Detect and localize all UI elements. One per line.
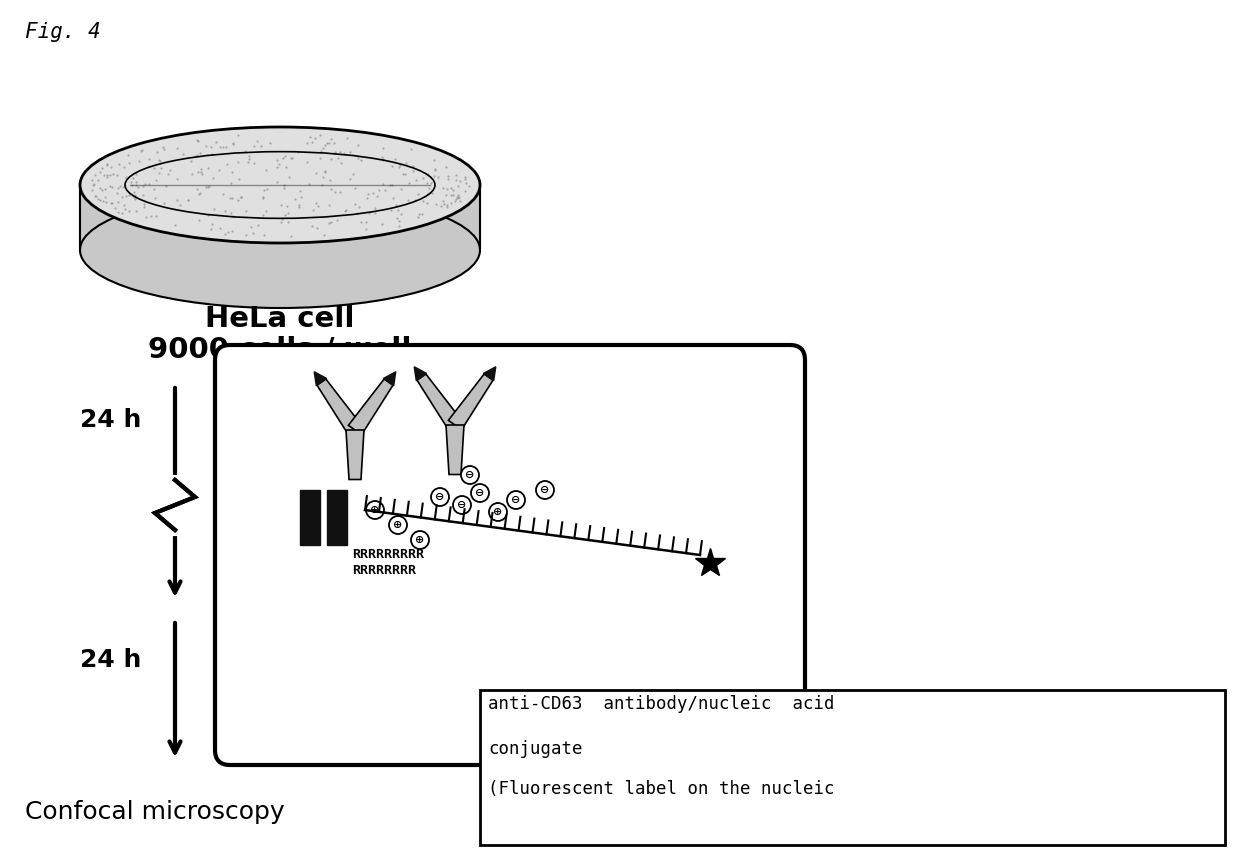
- Polygon shape: [414, 367, 427, 381]
- Text: ⊖: ⊖: [435, 492, 445, 502]
- Polygon shape: [346, 430, 365, 480]
- Text: RRRRRRRR: RRRRRRRR: [352, 564, 415, 577]
- Text: anti-CD63  antibody/nucleic  acid: anti-CD63 antibody/nucleic acid: [489, 695, 835, 713]
- Text: 24 h: 24 h: [81, 408, 141, 432]
- Text: antibodies (mAbs): antibodies (mAbs): [418, 637, 603, 656]
- Text: ⊕: ⊕: [393, 520, 403, 530]
- Text: anti-CD63 IgG-9r monoclonal: anti-CD63 IgG-9r monoclonal: [363, 610, 657, 629]
- Text: ⊕: ⊕: [494, 507, 502, 517]
- Polygon shape: [449, 374, 494, 430]
- FancyBboxPatch shape: [480, 690, 1225, 845]
- FancyBboxPatch shape: [215, 345, 805, 765]
- Text: ⊖: ⊖: [465, 470, 475, 480]
- Polygon shape: [417, 374, 461, 430]
- Text: (Fluorescent label on the nucleic: (Fluorescent label on the nucleic: [489, 780, 835, 798]
- Text: ⊖: ⊖: [511, 495, 521, 505]
- Polygon shape: [484, 367, 496, 381]
- Polygon shape: [300, 490, 320, 545]
- Text: ⊖: ⊖: [458, 500, 466, 510]
- Text: 9000 cells / well: 9000 cells / well: [149, 335, 412, 363]
- Text: ⊕: ⊕: [371, 505, 379, 515]
- Polygon shape: [327, 490, 347, 545]
- Text: ⊕: ⊕: [415, 535, 424, 545]
- Polygon shape: [348, 379, 393, 435]
- Text: conjugate: conjugate: [489, 740, 583, 758]
- Text: ⊖: ⊖: [541, 485, 549, 495]
- Text: Fig. 4: Fig. 4: [25, 22, 100, 42]
- Text: RRRRRRRRR: RRRRRRRRR: [352, 548, 424, 561]
- Polygon shape: [81, 185, 480, 250]
- Polygon shape: [317, 379, 362, 435]
- Text: Confocal microscopy: Confocal microscopy: [25, 800, 285, 824]
- Text: (final conc. = 200 nM): (final conc. = 200 nM): [398, 663, 622, 682]
- Ellipse shape: [81, 127, 480, 243]
- Text: ⊖: ⊖: [475, 488, 485, 498]
- Text: HeLa cell: HeLa cell: [206, 305, 355, 333]
- Ellipse shape: [81, 192, 480, 308]
- Polygon shape: [383, 372, 396, 386]
- Polygon shape: [446, 425, 464, 475]
- Text: 24 h: 24 h: [81, 648, 141, 672]
- Polygon shape: [314, 372, 326, 386]
